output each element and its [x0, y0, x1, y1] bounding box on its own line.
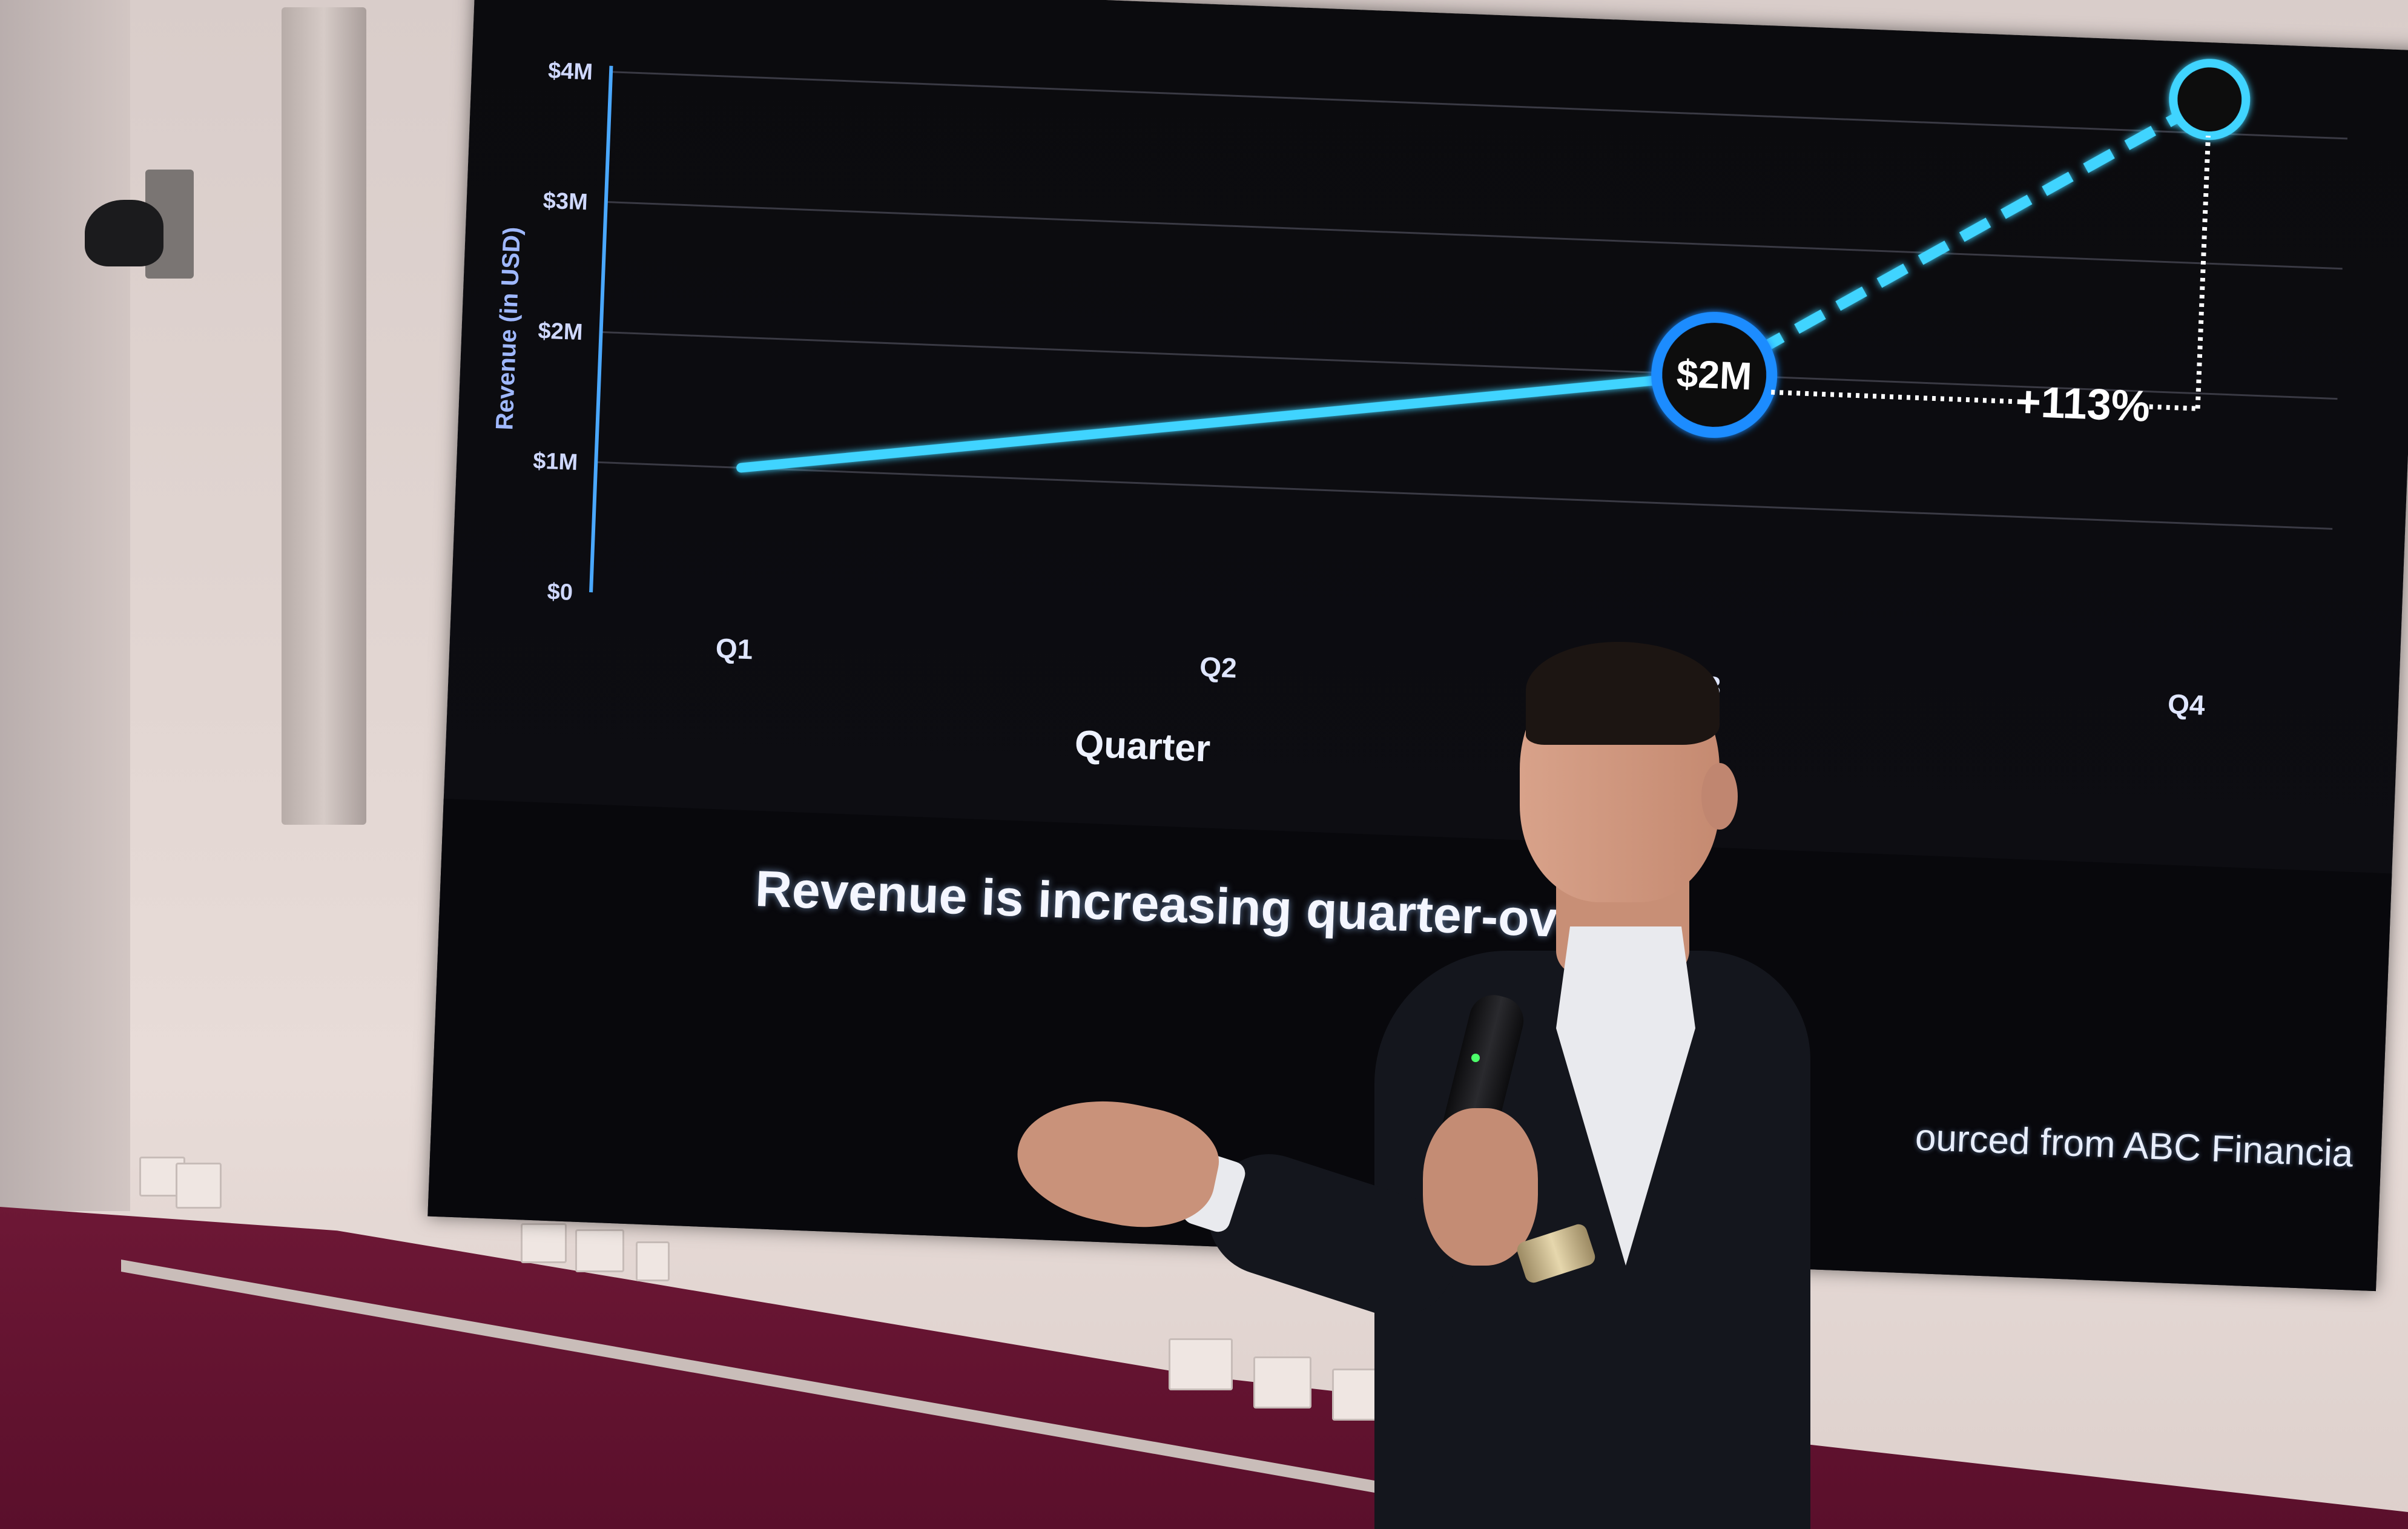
q4-point-marker — [2169, 59, 2251, 140]
series-line-projection — [1711, 94, 2212, 380]
presenter-hair — [1526, 642, 1720, 745]
x-axis — [590, 589, 2328, 662]
revenue-chart: $0$1M$2M$3M$4MQ1Q2Q3Q4QuarterRevenue (in… — [444, 0, 2408, 874]
wall-socket — [575, 1229, 624, 1272]
microphone-indicator — [1471, 1054, 1480, 1062]
y-tick-label: $0 — [547, 579, 573, 606]
q3-value-label: $2M — [1676, 352, 1753, 398]
x-tick-label: Q2 — [1199, 651, 1237, 684]
ceiling-camera — [73, 170, 194, 285]
gridline — [596, 461, 2333, 530]
wall-socket — [1253, 1356, 1311, 1408]
growth-bracket-end — [2149, 404, 2198, 411]
gridline — [601, 331, 2338, 400]
chart-svg: $0$1M$2M$3M$4MQ1Q2Q3Q4QuarterRevenue (in… — [491, 58, 2348, 770]
y-tick-label: $2M — [538, 318, 583, 345]
wall-socket — [176, 1163, 222, 1209]
hand-holding-mic — [1423, 1108, 1538, 1266]
camera-lens — [85, 200, 163, 266]
x-axis-title: Quarter — [1074, 723, 1211, 770]
y-tick-label: $3M — [543, 188, 588, 216]
wall-speaker-column — [282, 7, 366, 825]
presenter-ear — [1701, 763, 1738, 830]
growth-bracket-vertical — [2195, 136, 2211, 409]
x-tick-label: Q4 — [2167, 688, 2206, 721]
gridline — [611, 71, 2348, 140]
y-tick-label: $1M — [533, 448, 578, 475]
growth-label: +113% — [2014, 377, 2151, 431]
gridline — [605, 201, 2343, 270]
growth-bracket-bottom — [1771, 389, 2017, 405]
q3-point-marker — [1651, 312, 1778, 438]
y-axis-title: Revenue (in USD) — [491, 226, 526, 431]
wall-socket — [521, 1223, 567, 1263]
y-tick-label: $4M — [547, 58, 593, 85]
wall-socket — [1169, 1338, 1233, 1390]
presentation-screen: $0$1M$2M$3M$4MQ1Q2Q3Q4QuarterRevenue (in… — [427, 0, 2408, 1292]
series-line-actual — [736, 370, 1720, 473]
wall-socket — [636, 1241, 670, 1281]
y-axis — [589, 65, 613, 593]
x-tick-label: Q1 — [715, 632, 753, 665]
presenter — [999, 636, 2089, 1529]
